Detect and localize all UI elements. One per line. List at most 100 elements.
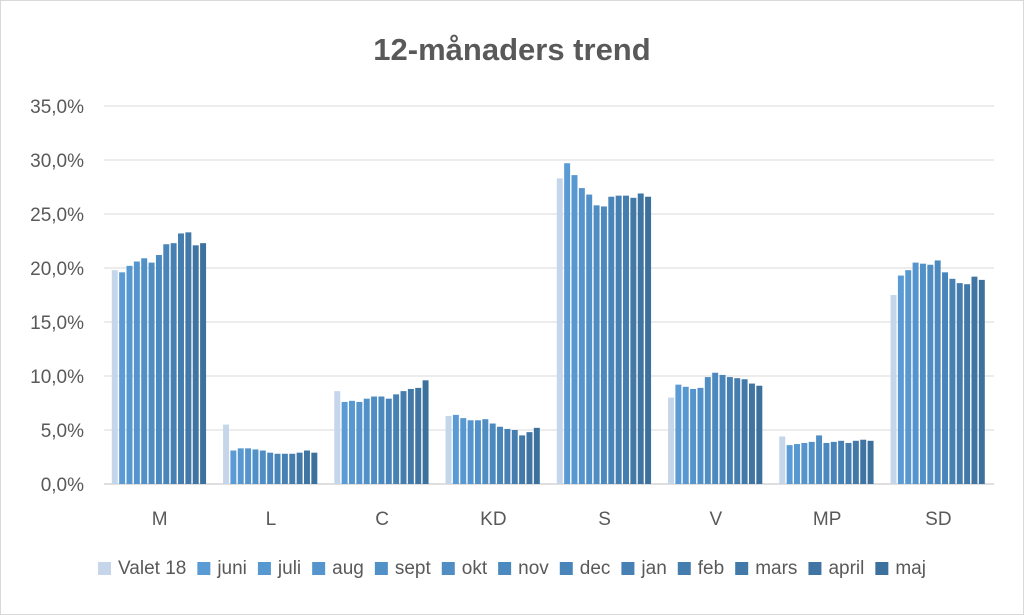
bar [949, 278, 956, 484]
bar [349, 400, 355, 484]
legend-swatch [677, 562, 691, 575]
bars [111, 163, 985, 485]
bar [259, 450, 266, 484]
y-tick-label: 0,0% [41, 475, 84, 496]
bar [511, 430, 518, 484]
chart-title: 12-månaders trend [373, 32, 650, 67]
bar [978, 279, 985, 484]
bar [237, 448, 244, 484]
bar [200, 243, 207, 484]
bar [119, 272, 126, 484]
bar [838, 440, 845, 484]
bar [504, 428, 511, 484]
bar [593, 205, 600, 485]
bar [630, 197, 637, 485]
bar [704, 377, 711, 484]
bar [178, 233, 184, 484]
legend-label: Valet 18 [118, 558, 186, 579]
legend-label: nov [518, 558, 549, 579]
bar [296, 452, 303, 484]
bar [741, 379, 748, 484]
bar [126, 265, 133, 484]
bar [816, 435, 823, 484]
legend-label: dec [580, 558, 611, 579]
legend-swatch [875, 562, 889, 575]
bar [415, 387, 422, 484]
bar [334, 391, 341, 484]
bar [719, 374, 726, 484]
bar [564, 163, 571, 485]
bar [356, 401, 363, 484]
bar [779, 436, 786, 484]
legend: Valet 18 juni juli aug sept okt nov dec jan feb ma… [98, 558, 926, 579]
bar [400, 391, 407, 484]
bar [608, 196, 615, 484]
x-category-label: MP [813, 509, 842, 530]
bar [675, 384, 682, 484]
bar [148, 262, 155, 484]
legend-swatch [498, 562, 512, 575]
bar [155, 255, 162, 484]
bar [682, 386, 689, 484]
legend-swatch [312, 562, 326, 575]
bar [956, 283, 963, 484]
bar [482, 419, 489, 484]
bar [637, 193, 644, 485]
bar [303, 450, 310, 484]
gridlines [104, 105, 994, 485]
bar [274, 453, 281, 484]
bar [971, 276, 978, 484]
bar [934, 260, 941, 484]
bar [690, 388, 697, 484]
legend-label: jan [640, 558, 666, 579]
x-category-label: M [152, 509, 168, 530]
bar [533, 427, 540, 484]
legend-swatch [621, 562, 635, 575]
bar [964, 284, 971, 484]
bar [794, 444, 800, 484]
bar [111, 270, 118, 484]
y-tick-label: 5,0% [41, 421, 84, 442]
legend-swatch [197, 562, 211, 575]
bar [393, 394, 400, 484]
bar [860, 439, 867, 484]
bar [378, 396, 385, 484]
bar [852, 440, 859, 484]
bar [141, 258, 148, 484]
bar [808, 441, 815, 484]
x-axis-categories: M L C KD S V MP SD [152, 509, 952, 530]
x-category-label: C [375, 509, 389, 530]
legend-swatch [441, 562, 455, 575]
bar [823, 442, 830, 484]
bar [668, 397, 674, 484]
legend-label: sept [395, 558, 432, 579]
bar [890, 295, 897, 484]
bar [133, 261, 140, 484]
bar [497, 426, 504, 484]
y-tick-label: 25,0% [30, 205, 84, 226]
bar [912, 262, 919, 484]
bar [942, 272, 949, 484]
bar [748, 383, 755, 484]
bar [867, 440, 874, 484]
bar [734, 378, 741, 484]
legend-label: feb [698, 558, 724, 579]
bar [371, 396, 378, 484]
legend-label: juli [277, 558, 301, 579]
bar [185, 232, 192, 484]
legend-label: aug [332, 558, 364, 579]
bar [341, 401, 348, 484]
bar [712, 372, 719, 484]
bar [163, 244, 170, 484]
bar [830, 441, 837, 484]
bar [363, 398, 370, 484]
bar [467, 420, 474, 484]
bar [445, 415, 452, 484]
legend-swatch [257, 562, 271, 575]
bar [586, 194, 593, 484]
bar [556, 178, 563, 485]
bar [311, 452, 318, 484]
bar [897, 275, 904, 484]
bar [460, 418, 467, 484]
bar [919, 263, 926, 484]
